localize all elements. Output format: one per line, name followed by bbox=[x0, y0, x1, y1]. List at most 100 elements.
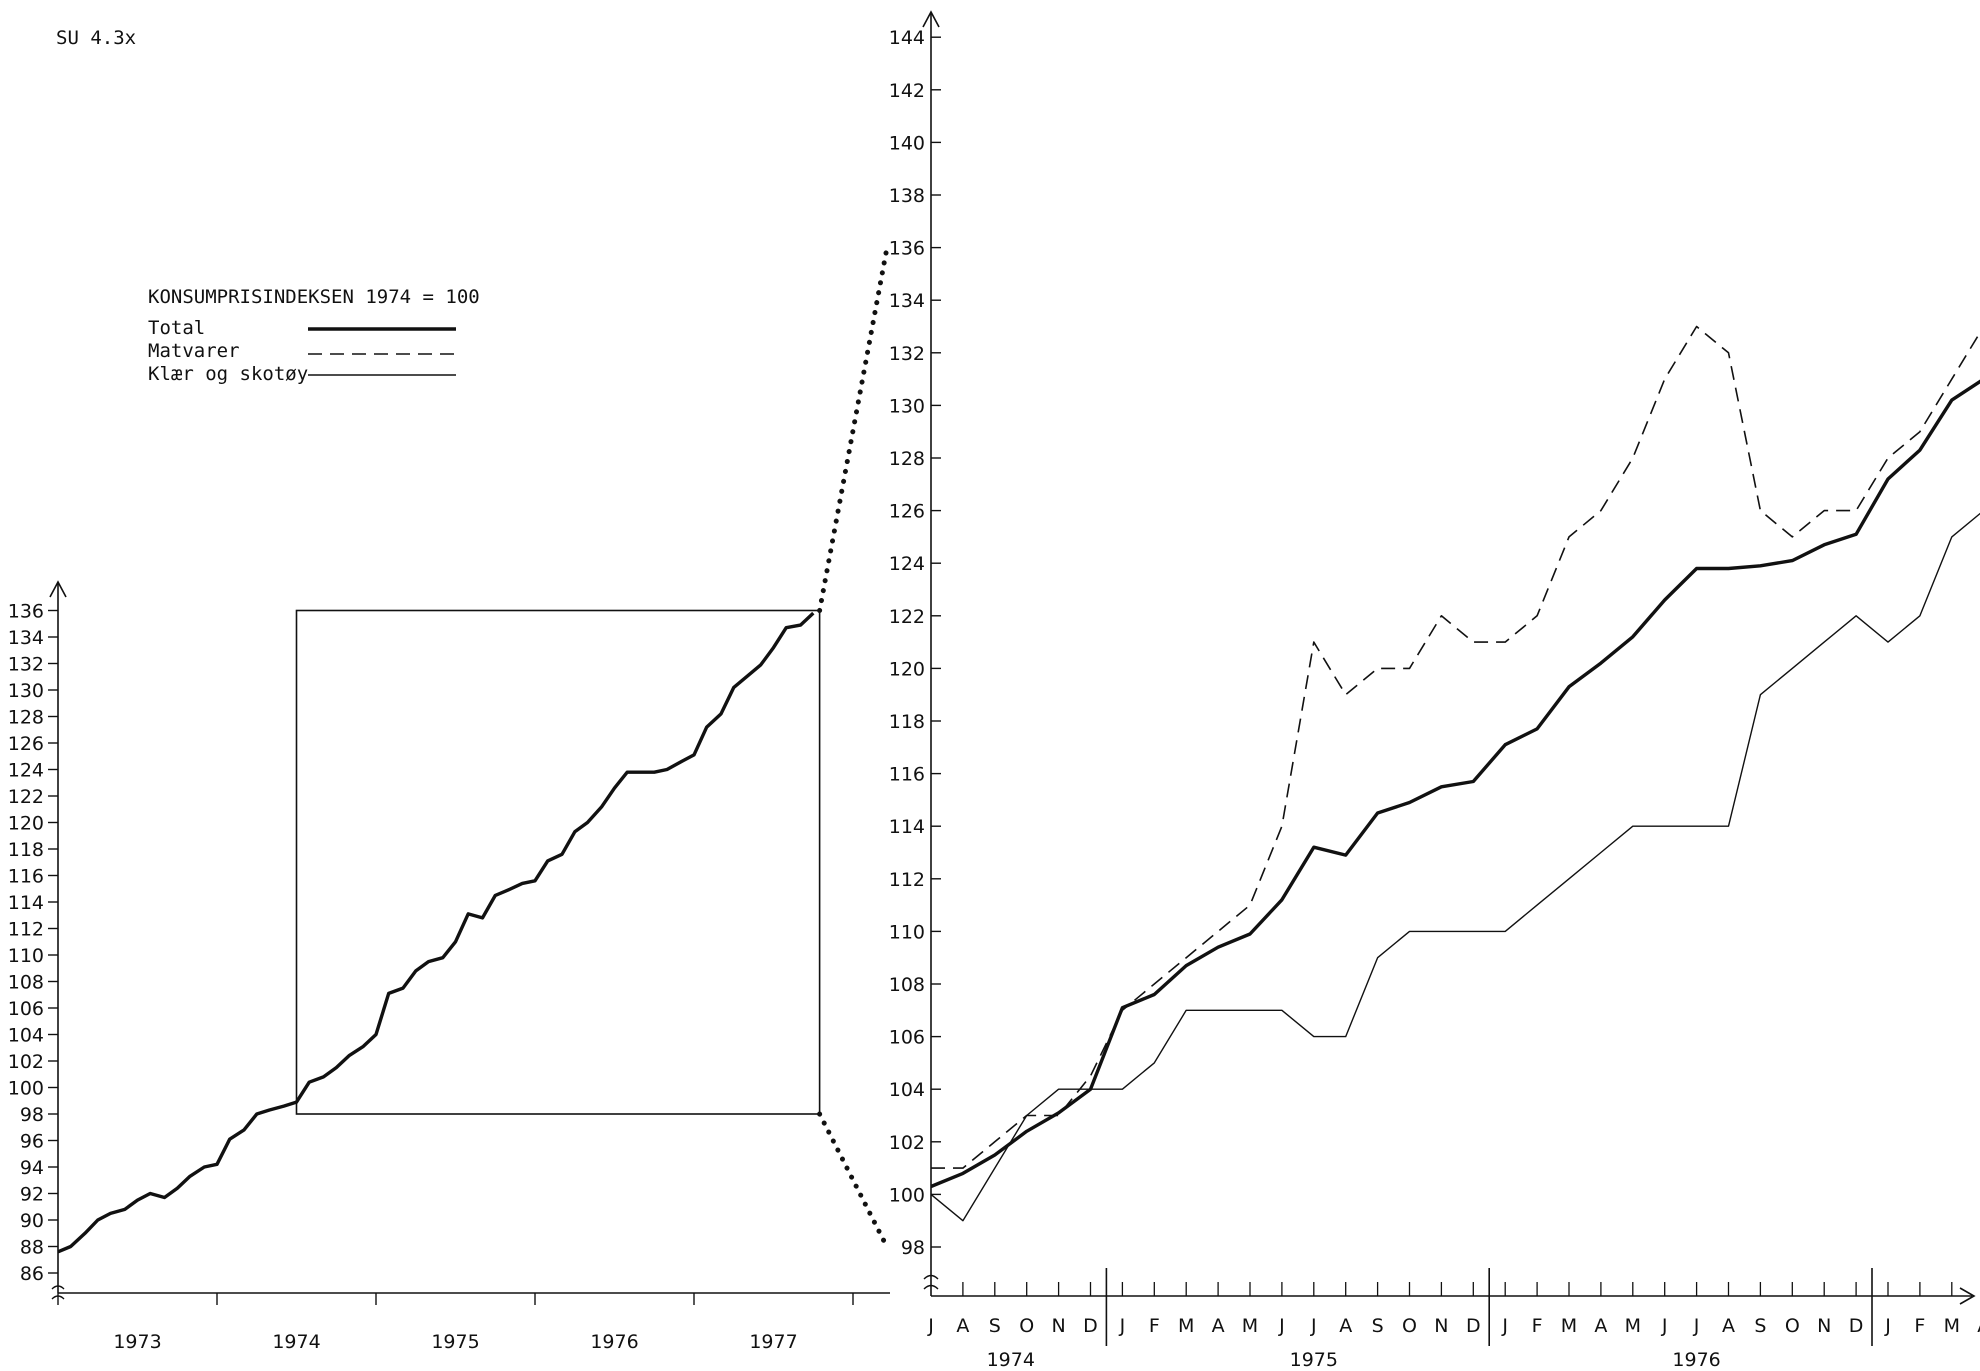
left-x-tick-label: 1977 bbox=[749, 1331, 797, 1353]
left-x-tick-label: 1973 bbox=[113, 1331, 161, 1353]
month-label: A bbox=[1339, 1315, 1352, 1337]
legend: KONSUMPRISINDEKSEN 1974 = 100 Total Matv… bbox=[148, 286, 480, 385]
detail-chart: 98 100 102 104 106 108 110 112 114 116 118 120 122 12… bbox=[889, 10, 1980, 1371]
right-y-tick-label: 110 bbox=[889, 921, 925, 943]
left-y-tick-label: 128 bbox=[8, 707, 44, 729]
right-y-tick-label: 106 bbox=[889, 1027, 925, 1049]
right-y-tick-label: 116 bbox=[889, 764, 925, 786]
month-label: O bbox=[1785, 1315, 1800, 1337]
figure-code: SU 4.3x bbox=[56, 27, 136, 49]
right-y-tick-label: 136 bbox=[889, 238, 925, 260]
left-y-tick-label: 98 bbox=[20, 1104, 44, 1126]
month-label: M bbox=[1561, 1315, 1577, 1337]
month-label: M bbox=[1178, 1315, 1194, 1337]
legend-label-total: Total bbox=[148, 317, 205, 339]
month-label: O bbox=[1019, 1315, 1034, 1337]
month-label: D bbox=[1849, 1315, 1864, 1337]
left-y-tick-label: 118 bbox=[8, 839, 44, 861]
left-x-tick-label: 1976 bbox=[590, 1331, 638, 1353]
left-series-total bbox=[57, 611, 815, 1254]
right-y-tick-label: 102 bbox=[889, 1132, 925, 1154]
left-y-tick-label: 106 bbox=[8, 998, 44, 1020]
left-y-tick-label: 90 bbox=[20, 1210, 44, 1232]
right-series-total bbox=[930, 379, 1980, 1189]
right-y-tick-label: 124 bbox=[889, 553, 925, 575]
right-year-label: 1974 bbox=[987, 1349, 1035, 1371]
left-y-axis-arrow bbox=[49, 580, 67, 598]
legend-title: KONSUMPRISINDEKSEN 1974 = 100 bbox=[148, 286, 480, 308]
month-label: J bbox=[1119, 1315, 1126, 1337]
left-y-tick-label: 114 bbox=[8, 892, 44, 914]
month-label: D bbox=[1466, 1315, 1481, 1337]
month-label: N bbox=[1434, 1315, 1448, 1337]
right-y-tick-label: 142 bbox=[889, 80, 925, 102]
month-label: S bbox=[989, 1315, 1001, 1337]
right-y-tick-label: 100 bbox=[889, 1184, 925, 1206]
right-y-axis-arrow bbox=[922, 10, 940, 28]
month-label: M bbox=[1242, 1315, 1258, 1337]
month-label: D bbox=[1083, 1315, 1098, 1337]
zoom-connector-bottom bbox=[817, 1111, 890, 1250]
zoom-connector bbox=[817, 245, 890, 1250]
left-y-tick-label: 130 bbox=[8, 680, 44, 702]
left-y-tick-label: 116 bbox=[8, 866, 44, 888]
left-y-tick-label: 124 bbox=[8, 760, 44, 782]
left-y-tick-label: 132 bbox=[8, 654, 44, 676]
left-y-tick-label: 100 bbox=[8, 1078, 44, 1100]
right-series-kl-r-og-skot-y bbox=[930, 512, 1980, 1222]
month-label: A bbox=[1594, 1315, 1607, 1337]
right-y-tick-label: 138 bbox=[889, 185, 925, 207]
right-year-label: 1976 bbox=[1672, 1349, 1720, 1371]
month-label: A bbox=[1722, 1315, 1735, 1337]
right-y-tick-label: 132 bbox=[889, 343, 925, 365]
month-label: O bbox=[1402, 1315, 1417, 1337]
month-label: F bbox=[1532, 1315, 1543, 1337]
left-y-tick-label: 86 bbox=[20, 1263, 44, 1285]
month-label: A bbox=[956, 1315, 969, 1337]
month-label: N bbox=[1051, 1315, 1065, 1337]
left-y-tick-label: 120 bbox=[8, 813, 44, 835]
month-label: N bbox=[1817, 1315, 1831, 1337]
month-label: S bbox=[1372, 1315, 1384, 1337]
right-y-tick-label: 134 bbox=[889, 290, 925, 312]
month-label: F bbox=[1149, 1315, 1160, 1337]
left-x-tick-label: 1975 bbox=[431, 1331, 479, 1353]
month-label: J bbox=[1693, 1315, 1700, 1337]
right-year-label: 1975 bbox=[1290, 1349, 1338, 1371]
left-y-tick-label: 126 bbox=[8, 733, 44, 755]
month-label: S bbox=[1754, 1315, 1766, 1337]
legend-label-klaer: Klær og skotøy bbox=[148, 363, 308, 385]
right-y-tick-label: 130 bbox=[889, 395, 925, 417]
right-y-tick-label: 128 bbox=[889, 448, 925, 470]
right-y-tick-label: 118 bbox=[889, 711, 925, 733]
right-axis-break bbox=[923, 1274, 939, 1290]
month-label: F bbox=[1914, 1315, 1925, 1337]
right-y-tick-label: 104 bbox=[889, 1079, 925, 1101]
month-label: J bbox=[1501, 1315, 1508, 1337]
month-label: J bbox=[1278, 1315, 1285, 1337]
right-y-tick-label: 144 bbox=[889, 27, 925, 49]
month-label: J bbox=[927, 1315, 934, 1337]
left-y-tick-label: 88 bbox=[20, 1237, 44, 1259]
right-y-tick-label: 120 bbox=[889, 658, 925, 680]
month-label: J bbox=[1310, 1315, 1317, 1337]
left-y-tick-label: 96 bbox=[20, 1131, 44, 1153]
left-y-tick-label: 108 bbox=[8, 972, 44, 994]
left-x-tick-label: 1974 bbox=[272, 1331, 320, 1353]
left-y-tick-label: 136 bbox=[8, 601, 44, 623]
left-y-tick-label: 110 bbox=[8, 945, 44, 967]
right-y-tick-label: 108 bbox=[889, 974, 925, 996]
left-y-tick-label: 104 bbox=[8, 1025, 44, 1047]
right-y-tick-label: 114 bbox=[889, 816, 925, 838]
right-y-tick-label: 122 bbox=[889, 606, 925, 628]
month-label: J bbox=[1884, 1315, 1891, 1337]
left-y-tick-label: 94 bbox=[20, 1157, 44, 1179]
right-y-tick-label: 126 bbox=[889, 501, 925, 523]
zoom-connector-top bbox=[817, 245, 890, 613]
month-label: M bbox=[1625, 1315, 1641, 1337]
left-y-tick-label: 92 bbox=[20, 1184, 44, 1206]
right-x-axis-arrow bbox=[1959, 1287, 1976, 1305]
month-label: M bbox=[1944, 1315, 1960, 1337]
left-y-tick-label: 122 bbox=[8, 786, 44, 808]
